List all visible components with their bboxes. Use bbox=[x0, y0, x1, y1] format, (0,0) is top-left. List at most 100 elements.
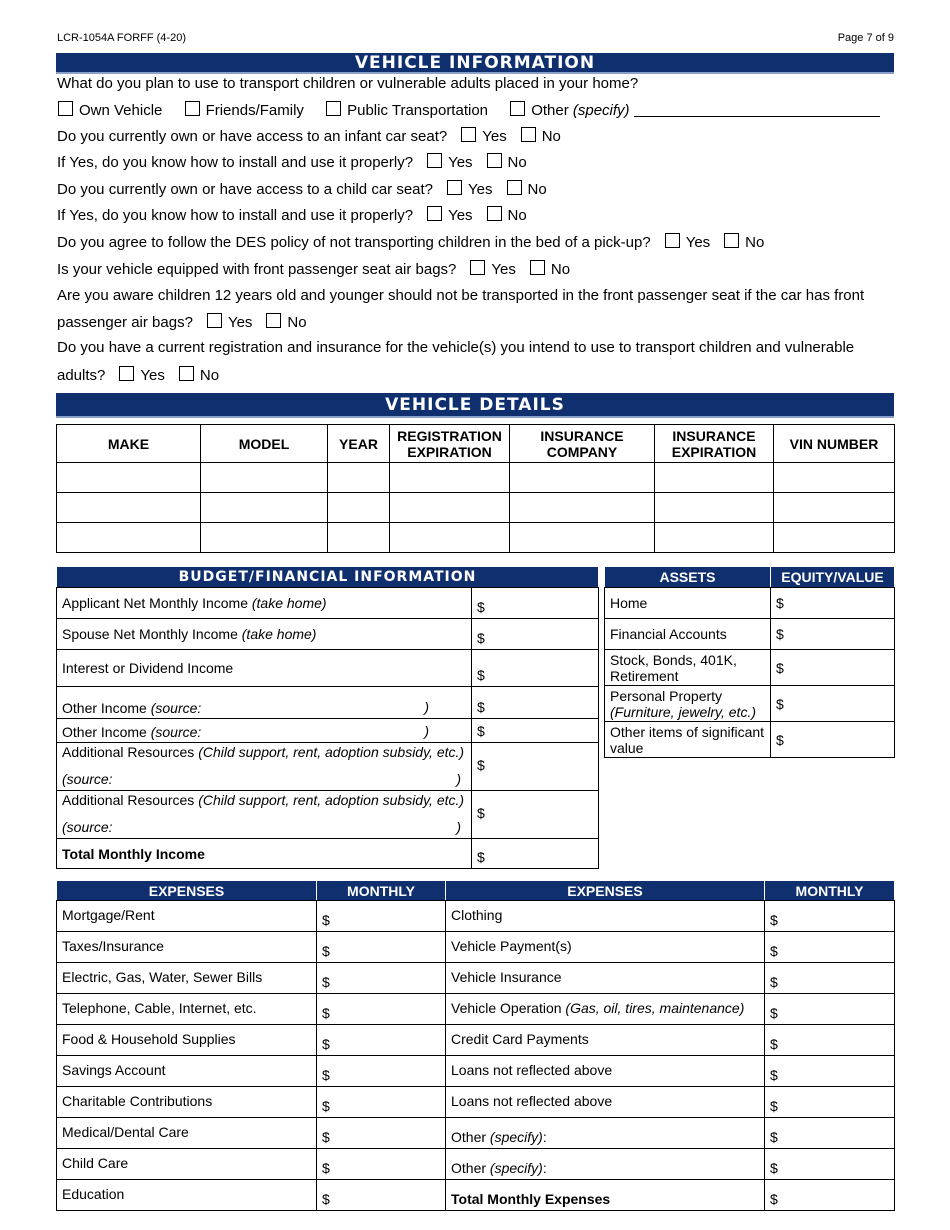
asset-name: Stock, Bonds, 401K, Retirement bbox=[610, 651, 737, 684]
amount-field[interactable]: $ bbox=[470, 790, 600, 839]
vehicle-cell-input[interactable] bbox=[327, 522, 390, 553]
expense-label: Child Care bbox=[56, 1148, 317, 1180]
monthly-amount-field[interactable]: $ bbox=[316, 900, 446, 932]
airbag-awareness-question: Are you aware children 12 years old and … bbox=[57, 287, 864, 304]
no-checkbox[interactable] bbox=[486, 153, 502, 168]
monthly-amount-field[interactable]: $ bbox=[764, 1148, 895, 1180]
no-checkbox[interactable] bbox=[520, 127, 536, 142]
vehicle-cell-input[interactable] bbox=[654, 522, 774, 553]
vehicle-cell-input[interactable] bbox=[56, 522, 201, 553]
asset-value-field[interactable]: $ bbox=[770, 587, 895, 619]
other-checkbox[interactable] bbox=[510, 101, 526, 116]
no-checkbox[interactable] bbox=[178, 366, 194, 381]
question-text: Do you currently own or have access to a… bbox=[57, 181, 434, 198]
no-checkbox[interactable] bbox=[529, 260, 545, 275]
vehicle-cell-input[interactable] bbox=[773, 492, 895, 523]
yes-checkbox[interactable] bbox=[664, 233, 680, 248]
vehicle-cell-input[interactable] bbox=[389, 462, 510, 493]
monthly-amount-field[interactable]: $ bbox=[316, 1117, 446, 1149]
expense-row: Taxes/Insurance $ Vehicle Payment(s) $ bbox=[56, 931, 895, 963]
own-vehicle-checkbox[interactable] bbox=[58, 101, 73, 116]
vehicle-cell-input[interactable] bbox=[200, 522, 328, 553]
monthly-amount-field[interactable]: $ bbox=[316, 1148, 446, 1180]
amount-field[interactable]: $ bbox=[470, 686, 600, 719]
public-transportation-checkbox[interactable] bbox=[326, 101, 342, 116]
vehicle-cell-input[interactable] bbox=[327, 462, 390, 493]
monthly-amount-field[interactable]: $ bbox=[316, 1055, 446, 1087]
asset-name: Home bbox=[610, 595, 648, 611]
amount-field[interactable]: $ bbox=[470, 742, 600, 791]
asset-value-field[interactable]: $ bbox=[770, 685, 895, 722]
vehicle-cell-input[interactable] bbox=[509, 522, 655, 553]
monthly-amount-field[interactable]: $ bbox=[764, 1086, 895, 1118]
expense-note: (specify) bbox=[489, 1129, 543, 1145]
column-header: VIN NUMBER bbox=[773, 424, 895, 463]
vehicle-cell-input[interactable] bbox=[200, 462, 328, 493]
monthly-amount-field[interactable]: $ bbox=[764, 1179, 895, 1211]
no-checkbox[interactable] bbox=[506, 180, 522, 195]
monthly-amount-field[interactable]: $ bbox=[764, 931, 895, 963]
vehicle-cell-input[interactable] bbox=[654, 492, 774, 523]
expense-label-cell: Vehicle Insurance bbox=[445, 962, 765, 994]
yes-checkbox[interactable] bbox=[427, 206, 443, 221]
asset-value-field[interactable]: $ bbox=[770, 721, 895, 758]
vehicle-cell-input[interactable] bbox=[654, 462, 774, 493]
monthly-amount-field[interactable]: $ bbox=[764, 1117, 895, 1149]
vehicle-cell-input[interactable] bbox=[327, 492, 390, 523]
yes-checkbox[interactable] bbox=[470, 260, 486, 275]
vehicle-cell-input[interactable] bbox=[56, 462, 201, 493]
amount-field[interactable]: $ bbox=[470, 718, 600, 743]
monthly-amount-field[interactable]: $ bbox=[764, 993, 895, 1025]
vehicle-row bbox=[56, 522, 895, 553]
yes-checkbox[interactable] bbox=[447, 180, 463, 195]
dollar-sign: $ bbox=[770, 912, 778, 928]
vehicle-cell-input[interactable] bbox=[773, 462, 895, 493]
asset-value-field[interactable]: $ bbox=[770, 649, 895, 686]
vehicle-cell-input[interactable] bbox=[389, 492, 510, 523]
monthly-amount-field[interactable]: $ bbox=[764, 900, 895, 932]
monthly-amount-field[interactable]: $ bbox=[764, 1024, 895, 1056]
friends-family-checkbox[interactable] bbox=[184, 101, 200, 116]
asset-value-field[interactable]: $ bbox=[770, 618, 895, 650]
monthly-amount-field[interactable]: $ bbox=[316, 962, 446, 994]
monthly-amount-field[interactable]: $ bbox=[316, 931, 446, 963]
vehicle-cell-input[interactable] bbox=[56, 492, 201, 523]
column-header: INSURANCE EXPIRATION bbox=[654, 424, 774, 463]
no-checkbox[interactable] bbox=[486, 206, 502, 221]
close-paren: ) bbox=[456, 771, 461, 787]
monthly-amount-field[interactable]: $ bbox=[316, 1086, 446, 1118]
amount-field[interactable]: $ bbox=[470, 649, 600, 687]
vehicle-cell-input[interactable] bbox=[509, 462, 655, 493]
yes-label: Yes bbox=[491, 261, 516, 278]
yes-checkbox[interactable] bbox=[427, 153, 443, 168]
suffix: : bbox=[542, 1129, 547, 1145]
monthly-amount-field[interactable]: $ bbox=[316, 1024, 446, 1056]
vehicle-cell-input[interactable] bbox=[200, 492, 328, 523]
expense-label: Other bbox=[451, 1129, 490, 1145]
monthly-amount-field[interactable]: $ bbox=[764, 962, 895, 994]
vehicle-cell-input[interactable] bbox=[389, 522, 510, 553]
no-checkbox[interactable] bbox=[266, 313, 282, 328]
no-checkbox[interactable] bbox=[724, 233, 740, 248]
amount-field[interactable]: $ bbox=[470, 618, 600, 650]
amount-field[interactable]: $ bbox=[470, 587, 600, 619]
expense-label: Vehicle Insurance bbox=[451, 969, 562, 985]
vehicle-cell-input[interactable] bbox=[773, 522, 895, 553]
yes-checkbox[interactable] bbox=[206, 313, 222, 328]
monthly-amount-field[interactable]: $ bbox=[764, 1055, 895, 1087]
monthly-amount-field[interactable]: $ bbox=[316, 1179, 446, 1211]
other-specify-field[interactable] bbox=[633, 102, 880, 117]
vehicle-cell-input[interactable] bbox=[509, 492, 655, 523]
dollar-sign: $ bbox=[477, 723, 485, 739]
yes-checkbox[interactable] bbox=[461, 127, 477, 142]
expenses-table: EXPENSES MONTHLY EXPENSES MONTHLY Mortgage/… bbox=[56, 880, 895, 1211]
question-text: Do you currently own or have access to a… bbox=[57, 128, 448, 145]
yes-checkbox[interactable] bbox=[119, 366, 135, 381]
yes-label: Yes bbox=[227, 314, 253, 331]
own-vehicle-label: Own Vehicle bbox=[79, 102, 163, 119]
asset-note: (Furniture, jewelry, etc.) bbox=[610, 703, 756, 720]
monthly-amount-field[interactable]: $ bbox=[316, 993, 446, 1025]
question-text: passenger air bags? bbox=[57, 314, 193, 331]
total-amount-field[interactable]: $ bbox=[470, 838, 600, 869]
